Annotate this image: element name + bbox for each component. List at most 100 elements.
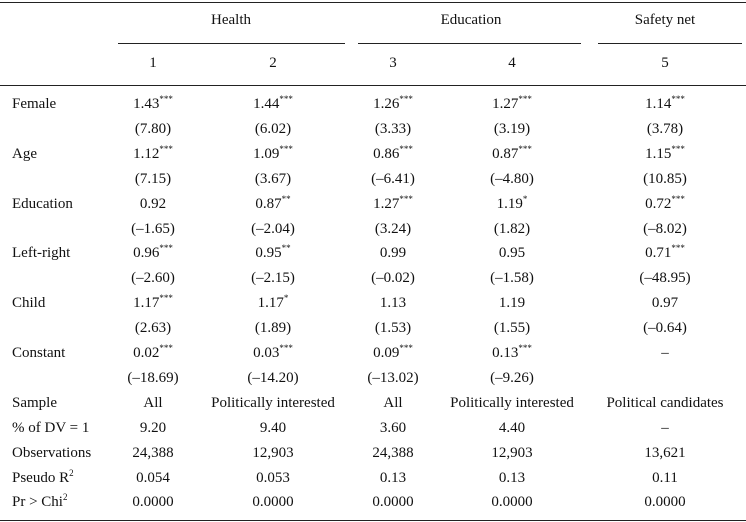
column-number: 5 <box>661 55 669 71</box>
cell-value: 1.15 <box>645 145 672 162</box>
significance-stars: *** <box>518 94 532 104</box>
cell-value: Politically interested <box>450 394 574 411</box>
cell: 1.12*** <box>133 143 173 163</box>
cell: 24,388 <box>132 444 173 462</box>
group-header: Education <box>440 12 502 28</box>
significance-stars: *** <box>159 94 173 104</box>
cell-value: 12,903 <box>491 444 533 461</box>
cell: – <box>661 419 669 437</box>
significance-stars: *** <box>399 343 413 353</box>
column-number: 2 <box>269 55 277 71</box>
cell-value: 0.11 <box>652 469 678 486</box>
cell: 0.95 <box>499 244 525 262</box>
row-label-text: Pseudo R <box>12 469 70 486</box>
cell: 1.19* <box>497 194 528 213</box>
cell: All <box>383 394 402 412</box>
cell: 1.43*** <box>133 95 173 113</box>
cell-value: (–2.04) <box>251 220 295 237</box>
cell-value: 1.17 <box>257 295 284 312</box>
cell-value: 0.13 <box>492 345 519 361</box>
cell-value: (–1.58) <box>490 270 534 287</box>
cell: 0.054 <box>136 469 170 487</box>
cell-value: 24,388 <box>372 444 414 461</box>
cell: 3.60 <box>380 419 406 437</box>
cell-value: 0.054 <box>136 469 170 486</box>
cell: 4.40 <box>499 419 525 437</box>
cell: Politically interested <box>450 394 574 412</box>
cell-value: (–18.69) <box>127 369 179 386</box>
cell-value: 0.02 <box>133 345 160 361</box>
row-label: Constant <box>12 344 65 362</box>
cell-value: 0.03 <box>253 345 280 361</box>
significance-stars: *** <box>159 243 173 254</box>
cell-value: 0.0000 <box>644 494 686 511</box>
cell: (3.19) <box>494 120 530 138</box>
cell: 1.19 <box>499 294 525 312</box>
group-rule <box>358 43 581 44</box>
cell-value: 0.97 <box>651 295 679 312</box>
cell-value: 4.40 <box>498 419 526 436</box>
cell-value: (7.15) <box>134 170 172 187</box>
cell-value: 24,388 <box>132 444 174 461</box>
cell: 1.44*** <box>253 95 293 113</box>
cell: 13,621 <box>644 444 685 462</box>
cell-value: All <box>383 394 403 411</box>
cell-value: – <box>661 345 669 361</box>
row-label: Education <box>12 195 73 213</box>
row-label-text: Sample <box>12 394 57 411</box>
cell: 0.13*** <box>492 344 532 362</box>
significance-stars: ** <box>281 243 291 254</box>
significance-stars: *** <box>159 143 173 154</box>
row-label-text: Observations <box>12 444 92 461</box>
significance-stars: *** <box>399 193 413 204</box>
cell: 0.87** <box>255 194 290 213</box>
bottom-rule <box>0 520 746 521</box>
cell: 1.17* <box>258 294 289 312</box>
significance-stars: *** <box>399 143 413 154</box>
cell: (3.33) <box>375 120 411 138</box>
row-label: Child <box>12 294 45 312</box>
cell-value: 0.95 <box>498 245 526 262</box>
cell: (–14.20) <box>247 369 298 387</box>
cell-value: 0.0000 <box>132 494 174 511</box>
cell-value: (3.78) <box>646 120 684 137</box>
row-label-text: Child <box>12 295 46 312</box>
cell-value: (1.89) <box>254 320 292 337</box>
row-label: Age <box>12 145 37 163</box>
cell: 0.97 <box>652 294 678 312</box>
cell: – <box>661 344 669 362</box>
cell: (–0.02) <box>371 269 415 287</box>
cell-value: (3.19) <box>493 120 531 137</box>
cell: (1.53) <box>375 319 411 337</box>
cell-value: 9.40 <box>259 419 287 436</box>
cell: 12,903 <box>252 444 293 462</box>
cell-value: 9.20 <box>139 419 167 436</box>
cell: (1.82) <box>494 220 530 238</box>
cell-value: 13,621 <box>644 444 686 461</box>
column-number: 4 <box>508 55 516 71</box>
cell: Political candidates <box>606 394 723 412</box>
cell: (3.67) <box>255 170 291 188</box>
cell-value: Politically interested <box>211 394 335 411</box>
cell: 0.03*** <box>253 344 293 362</box>
cell: 1.15*** <box>645 144 685 163</box>
row-label-text: Constant <box>12 345 66 361</box>
cell-value: (–0.02) <box>371 270 415 287</box>
cell: (–18.69) <box>127 369 178 387</box>
cell-value: (–8.02) <box>643 220 687 237</box>
cell-value: 0.053 <box>256 469 290 486</box>
cell-value: (–2.15) <box>251 270 295 287</box>
top-rule <box>0 2 746 3</box>
cell-value: Political candidates <box>606 394 724 411</box>
significance-stars: *** <box>159 293 173 304</box>
column-number: 3 <box>389 55 397 71</box>
group-rule <box>598 43 742 44</box>
column-number: 1 <box>149 55 157 71</box>
row-label-text: Left-right <box>12 245 71 262</box>
row-label: Left-right <box>12 244 70 262</box>
cell-value: 0.0000 <box>491 494 533 511</box>
significance-stars: *** <box>671 243 685 254</box>
cell: (7.80) <box>135 120 171 138</box>
cell-value: 1.19 <box>498 295 526 312</box>
